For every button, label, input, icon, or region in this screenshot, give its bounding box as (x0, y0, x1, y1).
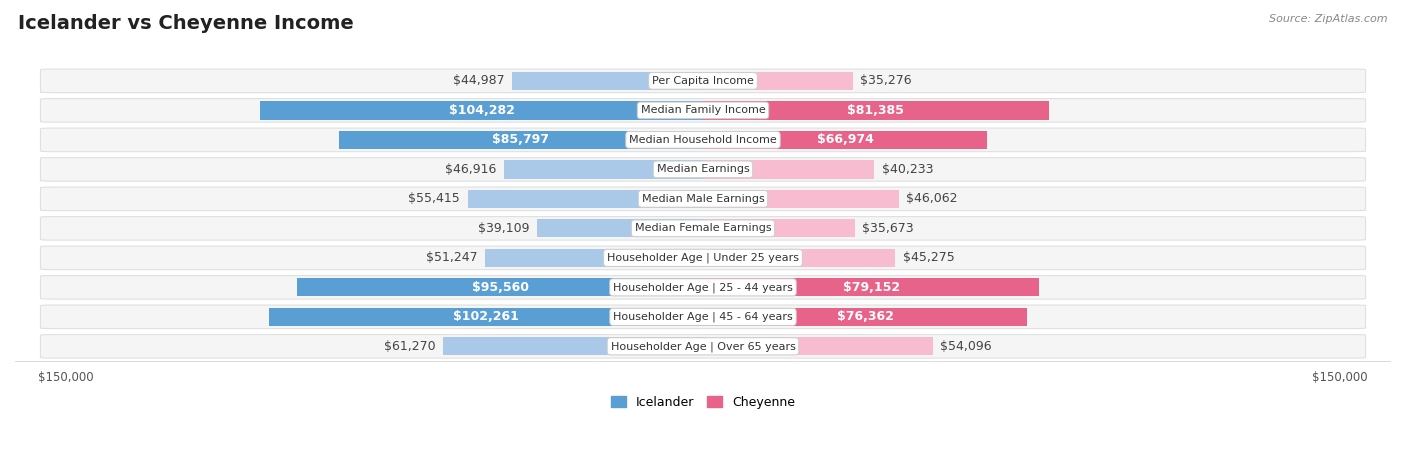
Text: $81,385: $81,385 (848, 104, 904, 117)
Text: $40,233: $40,233 (882, 163, 934, 176)
FancyBboxPatch shape (41, 217, 1365, 240)
Bar (703, 101, 1049, 120)
FancyBboxPatch shape (41, 276, 1365, 299)
Bar (503, 160, 703, 178)
Text: $102,261: $102,261 (453, 311, 519, 323)
FancyBboxPatch shape (41, 246, 1365, 269)
FancyBboxPatch shape (41, 187, 1365, 211)
Bar (703, 219, 855, 238)
Bar (512, 72, 703, 90)
Bar (703, 308, 1028, 326)
Bar (269, 308, 703, 326)
Bar (703, 72, 853, 90)
FancyBboxPatch shape (41, 157, 1365, 181)
Text: Median Earnings: Median Earnings (657, 164, 749, 174)
Bar (703, 131, 987, 149)
Bar (260, 101, 703, 120)
Bar (468, 190, 703, 208)
Text: Householder Age | Under 25 years: Householder Age | Under 25 years (607, 253, 799, 263)
Text: $61,270: $61,270 (384, 340, 434, 353)
Text: Source: ZipAtlas.com: Source: ZipAtlas.com (1270, 14, 1388, 24)
Bar (339, 131, 703, 149)
Text: Median Female Earnings: Median Female Earnings (634, 223, 772, 234)
Text: $51,247: $51,247 (426, 251, 478, 264)
FancyBboxPatch shape (41, 305, 1365, 329)
FancyBboxPatch shape (41, 334, 1365, 358)
Text: $35,673: $35,673 (862, 222, 914, 235)
Text: $35,276: $35,276 (860, 74, 912, 87)
Text: $85,797: $85,797 (492, 134, 550, 146)
Text: $46,916: $46,916 (444, 163, 496, 176)
Bar (703, 160, 875, 178)
FancyBboxPatch shape (41, 128, 1365, 152)
Text: $66,974: $66,974 (817, 134, 873, 146)
Text: $76,362: $76,362 (837, 311, 894, 323)
Text: $104,282: $104,282 (449, 104, 515, 117)
Text: Householder Age | 45 - 64 years: Householder Age | 45 - 64 years (613, 311, 793, 322)
Text: Householder Age | Over 65 years: Householder Age | Over 65 years (610, 341, 796, 352)
Bar (537, 219, 703, 238)
Text: Icelander vs Cheyenne Income: Icelander vs Cheyenne Income (18, 14, 354, 33)
Text: Median Household Income: Median Household Income (628, 135, 778, 145)
Text: $39,109: $39,109 (478, 222, 529, 235)
Bar (703, 190, 898, 208)
FancyBboxPatch shape (41, 99, 1365, 122)
FancyBboxPatch shape (41, 69, 1365, 92)
Text: $54,096: $54,096 (941, 340, 993, 353)
Text: Householder Age | 25 - 44 years: Householder Age | 25 - 44 years (613, 282, 793, 293)
Text: $45,275: $45,275 (903, 251, 955, 264)
Text: Per Capita Income: Per Capita Income (652, 76, 754, 86)
Bar (485, 249, 703, 267)
Bar (443, 337, 703, 355)
Text: $55,415: $55,415 (408, 192, 460, 205)
Text: $79,152: $79,152 (842, 281, 900, 294)
Bar (703, 337, 932, 355)
Legend: Icelander, Cheyenne: Icelander, Cheyenne (606, 391, 800, 414)
Text: $44,987: $44,987 (453, 74, 505, 87)
Text: $95,560: $95,560 (471, 281, 529, 294)
Text: Median Family Income: Median Family Income (641, 106, 765, 115)
Bar (297, 278, 703, 297)
Bar (703, 278, 1039, 297)
Bar (703, 249, 896, 267)
Text: Median Male Earnings: Median Male Earnings (641, 194, 765, 204)
Text: $46,062: $46,062 (907, 192, 957, 205)
